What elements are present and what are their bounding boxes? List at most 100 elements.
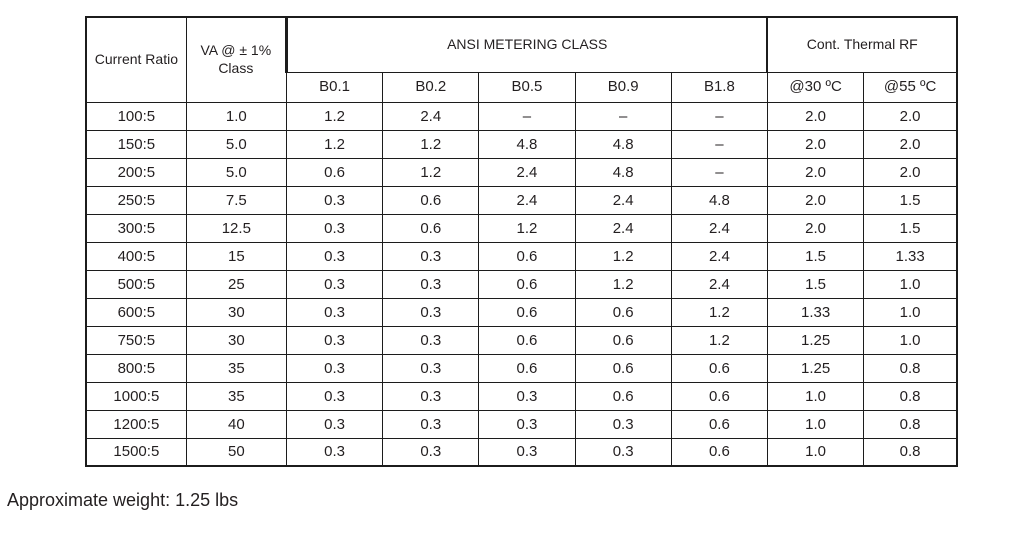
value-cell: 0.6 <box>478 241 576 271</box>
column-header-55c: @55 ºC <box>863 71 958 103</box>
value-cell: 1.0 <box>766 437 865 467</box>
value-cell: 1.5 <box>766 269 865 299</box>
current-ratio-cell: 300:5 <box>85 213 187 243</box>
table-row: 750:5 30 0.3 0.3 0.6 0.6 1.2 1.25 1.0 <box>85 325 958 355</box>
value-cell: 25 <box>185 269 287 299</box>
value-cell: 0.6 <box>574 353 672 383</box>
value-cell: 2.4 <box>574 213 672 243</box>
value-cell: 0.3 <box>382 325 480 355</box>
approximate-weight-note: Approximate weight: 1.25 lbs <box>7 490 239 510</box>
table-row: 1000:5 35 0.3 0.3 0.3 0.6 0.6 1.0 0.8 <box>85 381 958 411</box>
value-cell: 1.0 <box>185 101 287 131</box>
current-ratio-cell: 100:5 <box>85 101 187 131</box>
value-cell: 0.6 <box>670 353 768 383</box>
value-cell: 0.3 <box>285 353 384 383</box>
value-cell: 0.3 <box>382 437 480 467</box>
table-body: 100:5 1.0 1.2 2.4– – –2.0 2.0 150:5 5.0 1.2 1.2 4.8… <box>85 101 958 467</box>
value-cell: 2.4 <box>670 213 768 243</box>
table-row: 250:5 7.5 0.3 0.6 2.4 2.4 4.8 2.0 1.5 <box>85 185 958 215</box>
current-ratio-cell: 1500:5 <box>85 437 187 467</box>
current-ratio-cell: 200:5 <box>85 157 187 187</box>
value-cell: 4.8 <box>670 185 768 215</box>
value-cell: 5.0 <box>185 157 287 187</box>
current-ratio-cell: 250:5 <box>85 185 187 215</box>
value-cell: 2.0 <box>863 101 958 131</box>
value-cell: 0.8 <box>863 409 958 439</box>
column-header-b01: B0.1 <box>285 71 384 103</box>
table-row: 150:5 5.0 1.2 1.2 4.8 4.8–2.0 2.0 <box>85 129 958 159</box>
value-cell: 4.8 <box>478 129 576 159</box>
value-cell: 0.3 <box>382 269 480 299</box>
value-cell: 0.6 <box>670 437 768 467</box>
current-ratio-cell: 1200:5 <box>85 409 187 439</box>
value-cell: 0.3 <box>285 297 384 327</box>
header-subcolumn-row: B0.1 B0.2 B0.5 B0.9 B1.8 @30 ºC @55 ºC <box>86 71 958 103</box>
value-cell: 0.6 <box>478 325 576 355</box>
value-cell: 0.3 <box>285 381 384 411</box>
table-row: 100:5 1.0 1.2 2.4– – –2.0 2.0 <box>85 101 958 131</box>
column-header-b09: B0.9 <box>574 71 672 103</box>
table-row: 500:5 25 0.3 0.3 0.6 1.2 2.4 1.5 1.0 <box>85 269 958 299</box>
value-cell: 2.4 <box>382 101 480 131</box>
value-cell: 1.2 <box>574 241 672 271</box>
value-cell: 0.3 <box>478 409 576 439</box>
value-cell: 0.8 <box>863 381 958 411</box>
va-class-header: VA @ ± 1% Class <box>185 16 287 103</box>
cont-thermal-rf-header: Cont. Thermal RF <box>766 16 958 73</box>
ct-spec-table: Current Ratio VA @ ± 1% Class ANSI METER… <box>85 16 958 467</box>
va-class-header-line2: Class <box>218 59 254 76</box>
value-cell: 12.5 <box>185 213 287 243</box>
value-cell: 0.6 <box>670 381 768 411</box>
value-cell: 0.3 <box>382 297 480 327</box>
value-cell: – <box>670 101 768 131</box>
value-cell: 0.8 <box>863 437 958 467</box>
table-row: 300:5 12.5 0.3 0.6 1.2 2.4 2.4 2.0 1.5 <box>85 213 958 243</box>
value-cell: 0.3 <box>285 409 384 439</box>
column-header-b02: B0.2 <box>382 71 480 103</box>
value-cell: 1.2 <box>285 129 384 159</box>
value-cell: 1.5 <box>863 213 958 243</box>
value-cell: 0.3 <box>574 437 672 467</box>
current-ratio-cell: 500:5 <box>85 269 187 299</box>
current-ratio-cell: 400:5 <box>85 241 187 271</box>
value-cell: 1.33 <box>766 297 865 327</box>
value-cell: 0.6 <box>670 409 768 439</box>
value-cell: 0.3 <box>382 241 480 271</box>
current-ratio-cell: 1000:5 <box>85 381 187 411</box>
current-ratio-cell: 750:5 <box>85 325 187 355</box>
value-cell: 1.0 <box>863 325 958 355</box>
value-cell: 1.2 <box>670 325 768 355</box>
value-cell: 0.3 <box>478 381 576 411</box>
table-row: 200:5 5.0 0.6 1.2 2.4 4.8–2.0 2.0 <box>85 157 958 187</box>
value-cell: 0.6 <box>382 213 480 243</box>
table-row: 1200:5 40 0.3 0.3 0.3 0.3 0.6 1.0 0.8 <box>85 409 958 439</box>
value-cell: 1.5 <box>863 185 958 215</box>
header-group-row: Current Ratio VA @ ± 1% Class ANSI METER… <box>85 16 958 103</box>
current-ratio-cell: 800:5 <box>85 353 187 383</box>
value-cell: 35 <box>185 381 287 411</box>
value-cell: 7.5 <box>185 185 287 215</box>
value-cell: 1.33 <box>863 241 958 271</box>
value-cell: 30 <box>185 297 287 327</box>
value-cell: 1.2 <box>285 101 384 131</box>
value-cell: 2.4 <box>670 241 768 271</box>
va-class-header-line1: VA @ ± 1% <box>200 42 272 59</box>
current-ratio-cell: 600:5 <box>85 297 187 327</box>
value-cell: 0.3 <box>285 213 384 243</box>
value-cell: 1.25 <box>766 353 865 383</box>
value-cell: 1.2 <box>574 269 672 299</box>
value-cell: 2.0 <box>766 157 865 187</box>
value-cell: 0.3 <box>574 409 672 439</box>
value-cell: 2.0 <box>863 129 958 159</box>
table-row: 800:5 35 0.3 0.3 0.6 0.6 0.6 1.25 0.8 <box>85 353 958 383</box>
value-cell: 2.0 <box>863 157 958 187</box>
table-row: 400:5 15 0.3 0.3 0.6 1.2 2.4 1.5 1.33 <box>85 241 958 271</box>
value-cell: 2.0 <box>766 213 865 243</box>
value-cell: – <box>670 157 768 187</box>
value-cell: 1.0 <box>766 381 865 411</box>
value-cell: 0.3 <box>285 437 384 467</box>
table-row: 600:5 30 0.3 0.3 0.6 0.6 1.2 1.33 1.0 <box>85 297 958 327</box>
value-cell: 1.0 <box>863 297 958 327</box>
column-header-b05: B0.5 <box>478 71 576 103</box>
value-cell: 0.6 <box>478 353 576 383</box>
